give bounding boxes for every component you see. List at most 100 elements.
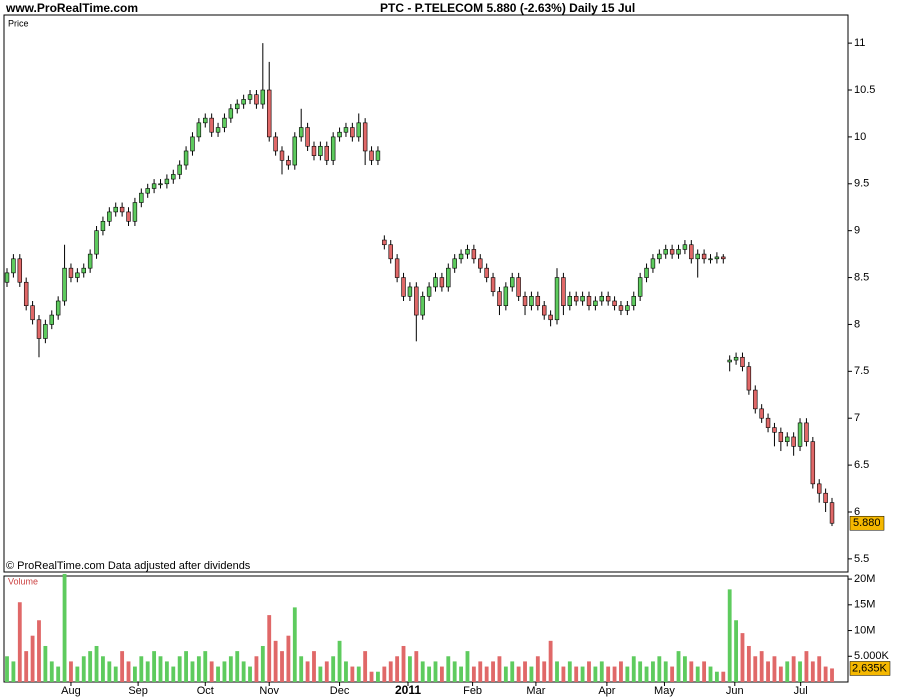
volume-bar (772, 656, 777, 682)
candle-body (586, 296, 592, 306)
volume-bar (126, 661, 131, 682)
candle-body (401, 277, 406, 297)
candle-body (36, 319, 42, 339)
volume-bar (439, 666, 444, 682)
volume-bar (612, 666, 617, 682)
candle-body (484, 267, 489, 278)
candle-body (554, 277, 560, 321)
chart-title: PTC - P.TELECOM 5.880 (-2.63%) Daily 15 … (380, 1, 635, 15)
volume-bar (727, 589, 732, 682)
candle-body (209, 117, 214, 133)
volume-bar (631, 656, 636, 682)
volume-bar (619, 661, 623, 682)
candle-body (452, 258, 457, 269)
candle-body (420, 296, 425, 316)
volume-bar (267, 615, 272, 682)
volume-bar (337, 640, 342, 682)
y-tick-label: 10 (854, 131, 866, 143)
volume-bar (746, 645, 751, 682)
volume-bar (606, 666, 611, 682)
candle-body (753, 389, 758, 410)
candle-body (87, 253, 93, 269)
candle-body (426, 286, 432, 297)
candle-body (158, 183, 163, 186)
volume-bar (714, 671, 719, 682)
candle-body (497, 291, 502, 306)
volume-bar (382, 666, 387, 682)
volume-bar (433, 661, 438, 682)
candle-body (573, 296, 579, 302)
candle-body (43, 324, 48, 339)
candle-body (689, 244, 694, 260)
x-tick-label: Dec (330, 685, 350, 697)
candle-body (669, 249, 675, 255)
candle-body (529, 296, 534, 306)
volume-bar (734, 620, 738, 682)
x-tick-label: Jun (726, 685, 744, 697)
volume-bar (503, 666, 508, 682)
last-volume-label: 2,635K (852, 662, 888, 674)
candle-body (215, 127, 221, 133)
volume-bar (625, 666, 630, 682)
volume-bar (344, 661, 348, 682)
volume-bar (670, 666, 675, 682)
volume-bar (69, 661, 73, 682)
price-pane-label: Price (8, 18, 29, 28)
candle-body (107, 211, 112, 222)
volume-bar (184, 651, 188, 682)
candle-body (62, 267, 67, 302)
volume-bar (120, 651, 125, 682)
volume-bar (235, 651, 240, 682)
volume-bar (497, 656, 502, 682)
candle-body (778, 431, 784, 442)
volume-bar (113, 666, 118, 682)
candle-body (605, 296, 611, 302)
volume-bar (785, 661, 790, 682)
volume-bar (318, 666, 323, 682)
candle-body (100, 220, 106, 231)
volume-pane (3, 575, 849, 683)
candle-body (196, 122, 202, 138)
volume-bar (484, 666, 489, 682)
last-price-label: 5.880 (853, 517, 881, 529)
candle-body (478, 258, 483, 269)
volume-bar (101, 656, 105, 682)
volume-bar (292, 607, 297, 682)
candle-body (343, 127, 349, 133)
volume-bar (638, 661, 643, 682)
volume-bar (88, 651, 93, 682)
volume-bar (369, 671, 374, 682)
y-tick-label: 6 (854, 506, 860, 518)
candle-body (94, 230, 99, 255)
candle-body (446, 267, 451, 288)
candle-body (810, 441, 816, 485)
candle-body (804, 422, 809, 442)
candle-body (49, 314, 54, 325)
candle-body (829, 502, 835, 524)
volume-bar (471, 666, 476, 682)
volume-bar (561, 666, 566, 682)
volume-bar (452, 661, 457, 682)
candle-body (542, 305, 547, 316)
candle-body (510, 277, 515, 288)
volume-bar (30, 635, 35, 682)
volume-bar (535, 656, 540, 682)
volume-bar (555, 661, 559, 682)
volume-bar (331, 656, 336, 682)
candle-body (433, 277, 438, 288)
y-tick-label: 8 (854, 318, 860, 330)
volume-bar (407, 656, 412, 682)
candle-body (222, 117, 227, 128)
candle-body (4, 272, 10, 283)
volume-bar (651, 661, 655, 682)
candle-body (503, 286, 509, 306)
volume-bar (599, 661, 604, 682)
volume-bar (145, 661, 150, 682)
candle-body (490, 277, 496, 292)
candle-body (350, 127, 355, 138)
last-price-box (849, 515, 885, 531)
volume-bar (363, 651, 368, 682)
volume-bar (759, 651, 764, 682)
candle-body (458, 253, 464, 260)
volume-bar (657, 656, 662, 682)
